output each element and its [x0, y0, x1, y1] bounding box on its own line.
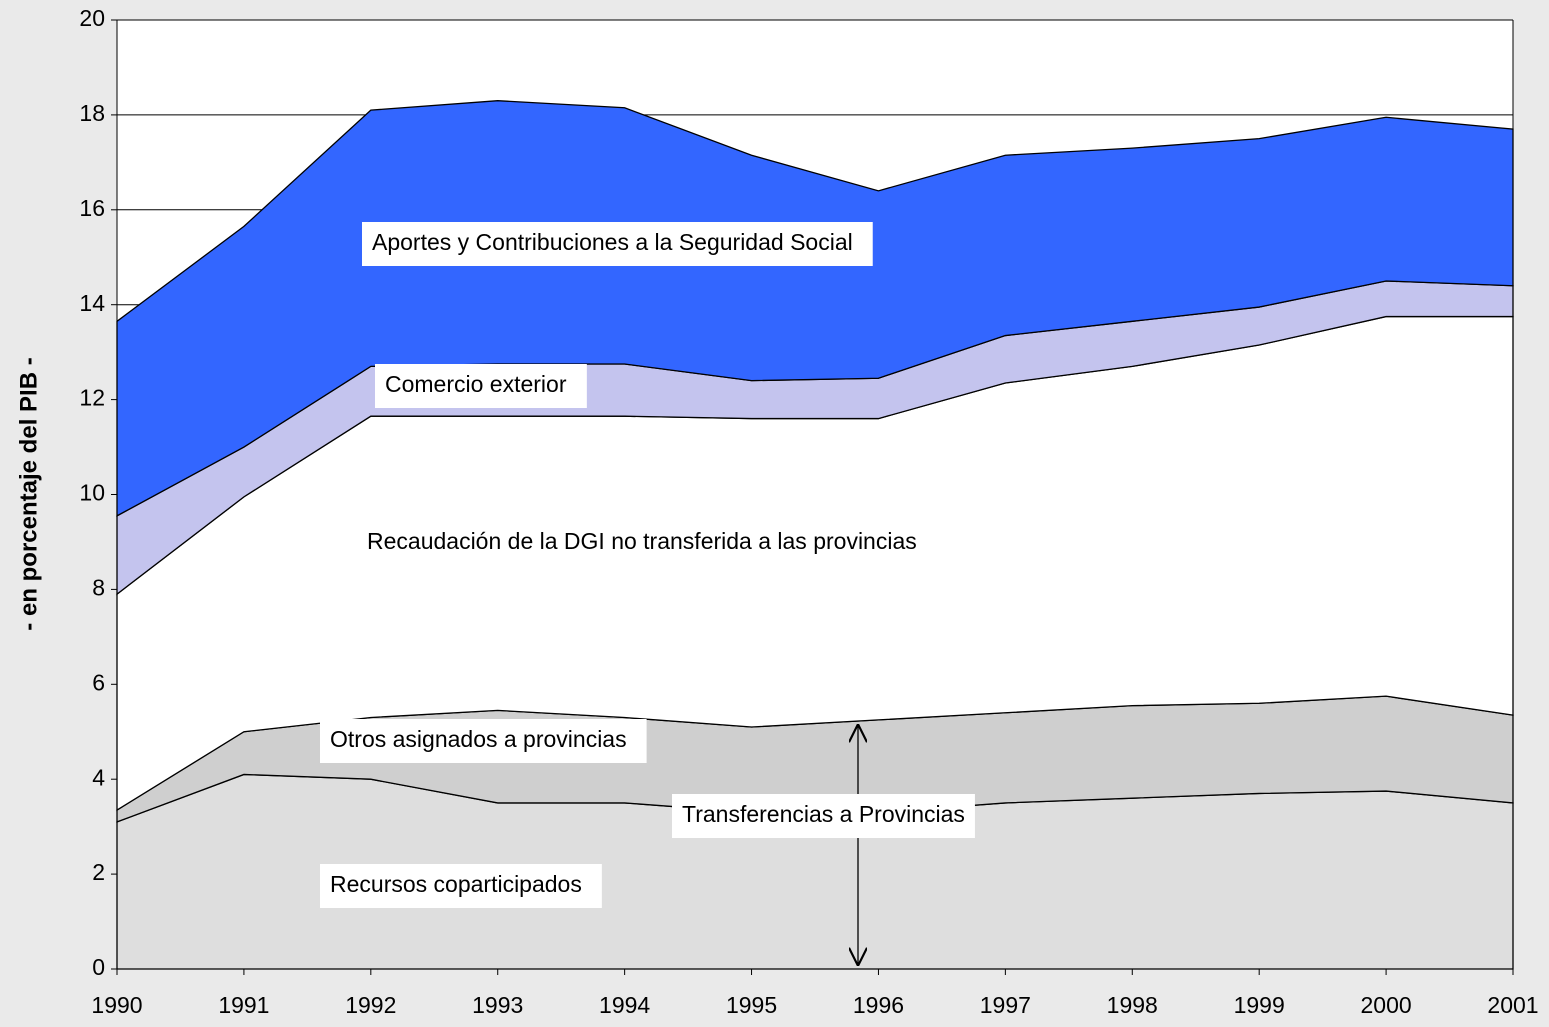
y-tick-label: 4 [92, 764, 105, 790]
y-tick-label: 8 [92, 574, 105, 600]
x-tick-label: 1993 [472, 992, 523, 1018]
series-label: Comercio exterior [385, 371, 567, 397]
y-tick-label: 20 [79, 5, 105, 31]
y-tick-label: 18 [79, 100, 105, 126]
x-tick-label: 1992 [345, 992, 396, 1018]
y-tick-label: 2 [92, 859, 105, 885]
x-tick-label: 1990 [91, 992, 142, 1018]
y-axis-label: - en porcentaje del PIB - [15, 357, 42, 630]
series-label: Otros asignados a provincias [330, 726, 627, 752]
x-tick-label: 1997 [980, 992, 1031, 1018]
label-box [320, 864, 602, 908]
label-box [672, 794, 975, 838]
y-tick-label: 14 [79, 290, 105, 316]
label-box [375, 364, 587, 408]
x-tick-label: 1996 [853, 992, 904, 1018]
x-tick-label: 1994 [599, 992, 650, 1018]
y-tick-label: 10 [79, 480, 105, 506]
y-tick-label: 6 [92, 669, 105, 695]
x-tick-label: 1999 [1234, 992, 1285, 1018]
series-label: Recursos coparticipados [330, 871, 582, 897]
label-box [362, 222, 873, 266]
label-box [320, 719, 647, 763]
x-tick-label: 2001 [1487, 992, 1538, 1018]
series-label: Recaudación de la DGI no transferida a l… [367, 528, 917, 554]
y-tick-label: 0 [92, 954, 105, 980]
y-tick-label: 16 [79, 195, 105, 221]
y-tick-label: 12 [79, 385, 105, 411]
series-label: Transferencias a Provincias [682, 801, 965, 827]
x-tick-label: 2000 [1361, 992, 1412, 1018]
x-tick-label: 1998 [1107, 992, 1158, 1018]
series-label: Aportes y Contribuciones a la Seguridad … [372, 229, 853, 255]
x-tick-label: 1995 [726, 992, 777, 1018]
x-tick-label: 1991 [218, 992, 269, 1018]
